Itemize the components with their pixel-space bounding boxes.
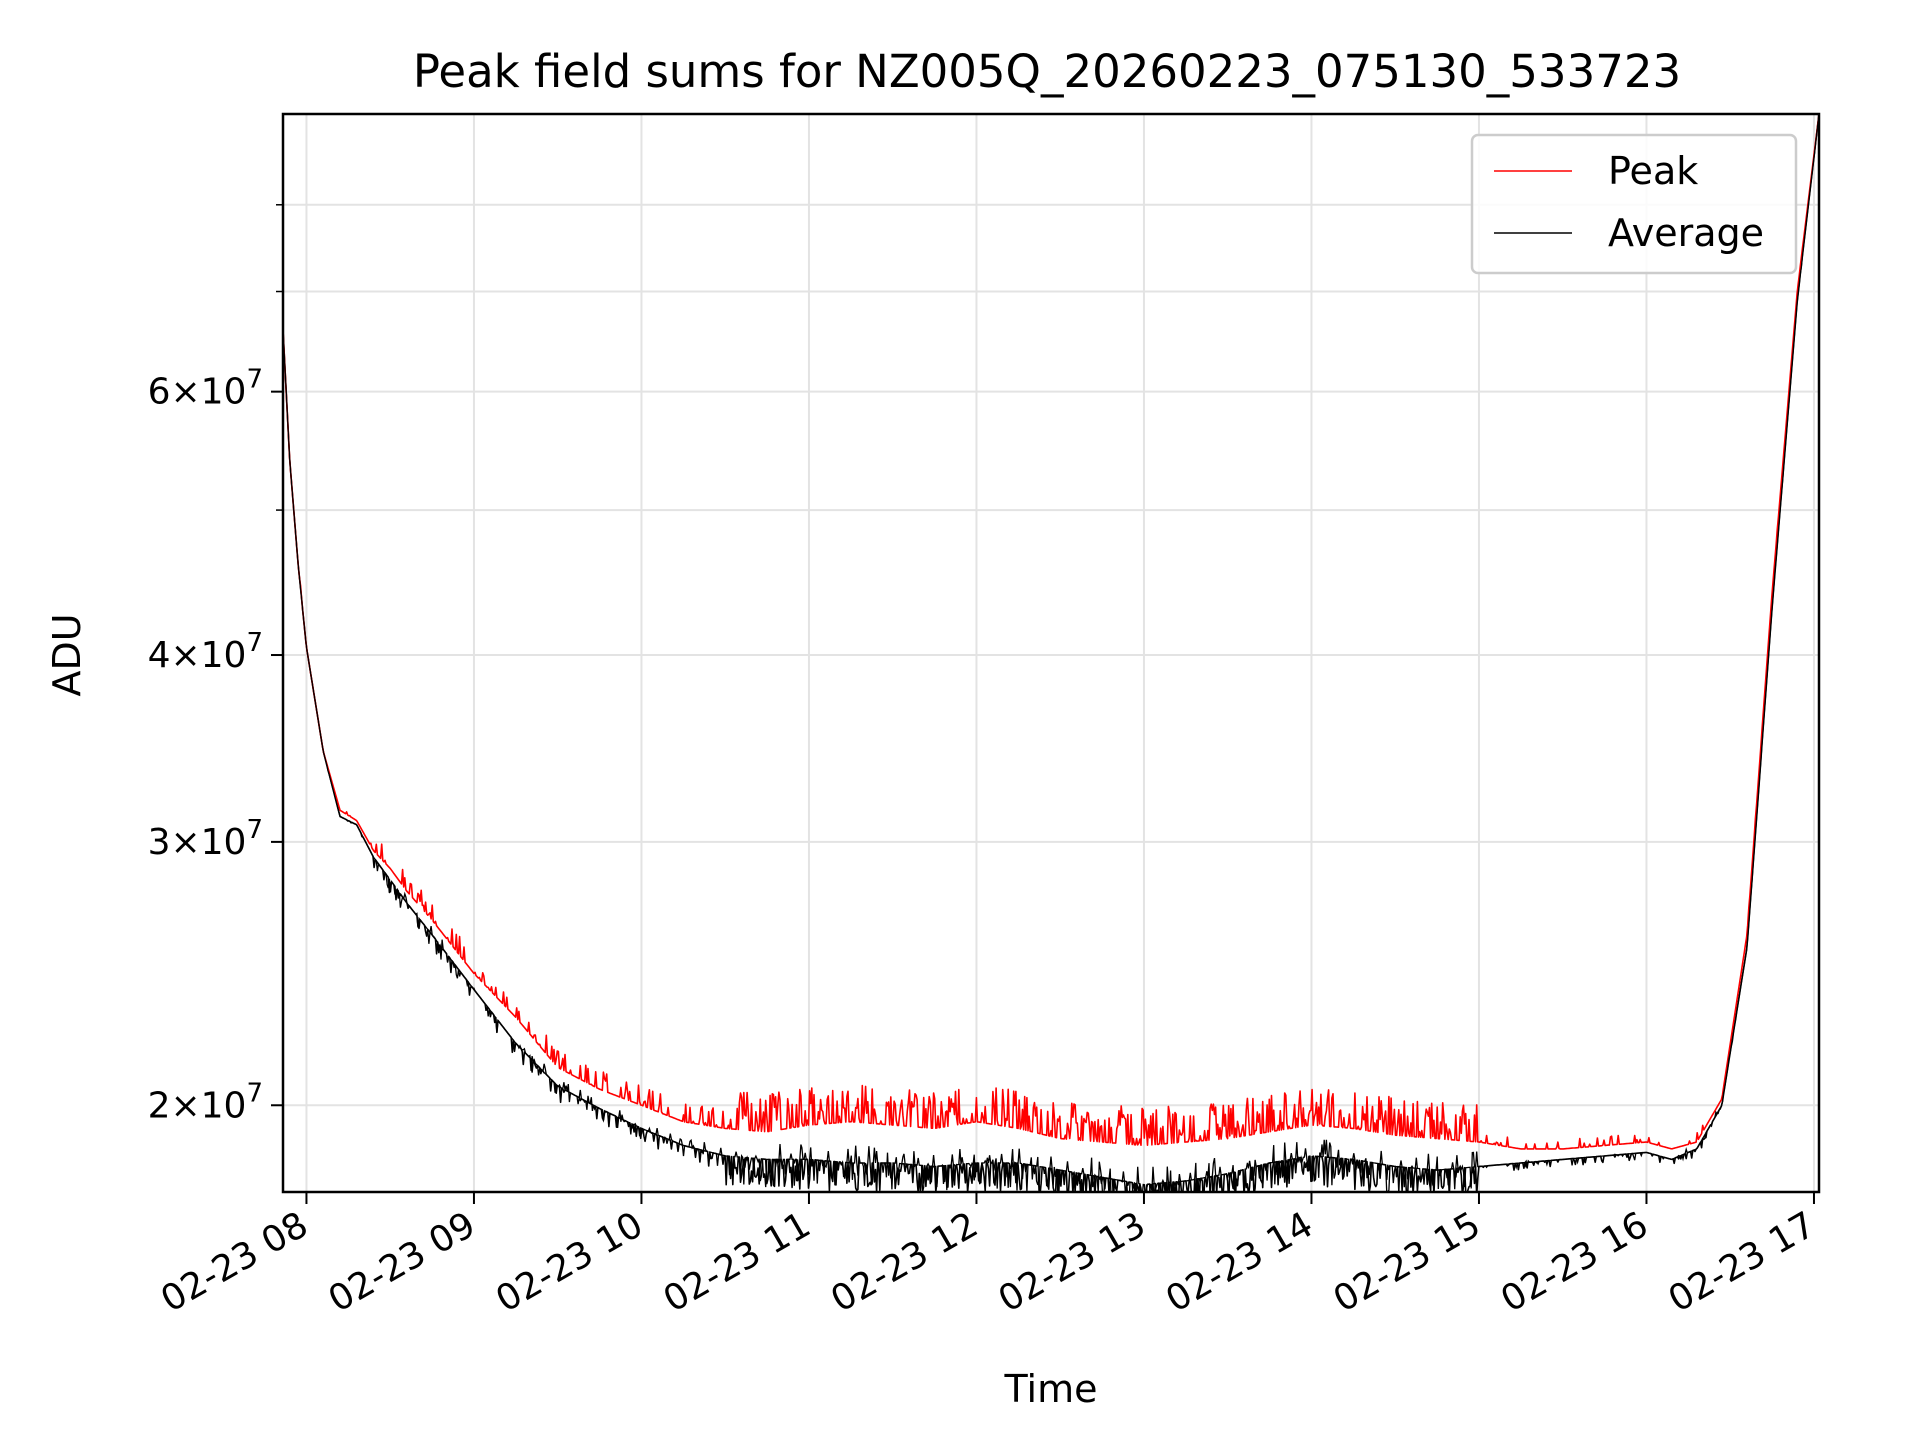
y-tick-label: 4×107 xyxy=(148,628,263,676)
legend-average-label: Average xyxy=(1608,211,1764,255)
grid xyxy=(283,114,1819,1192)
series-peak-line xyxy=(283,114,1819,1150)
legend-box xyxy=(1470,133,1798,275)
legend: Peak Average xyxy=(1470,133,1798,275)
series-average-detail-line xyxy=(283,114,1819,1192)
y-tick-label: 2×107 xyxy=(148,1078,263,1126)
plot-area xyxy=(283,114,1819,1192)
chart-title: Peak field sums for NZ005Q_20260223_0751… xyxy=(413,45,1681,98)
y-tick-label: 6×107 xyxy=(148,365,263,413)
y-tick-label: 3×107 xyxy=(148,815,263,863)
series-group xyxy=(283,114,1819,1192)
legend-peak-label: Peak xyxy=(1608,149,1698,193)
x-axis-label: Time xyxy=(1004,1367,1098,1411)
y-axis-label: ADU xyxy=(45,613,89,696)
axes-frame xyxy=(281,112,1821,1194)
